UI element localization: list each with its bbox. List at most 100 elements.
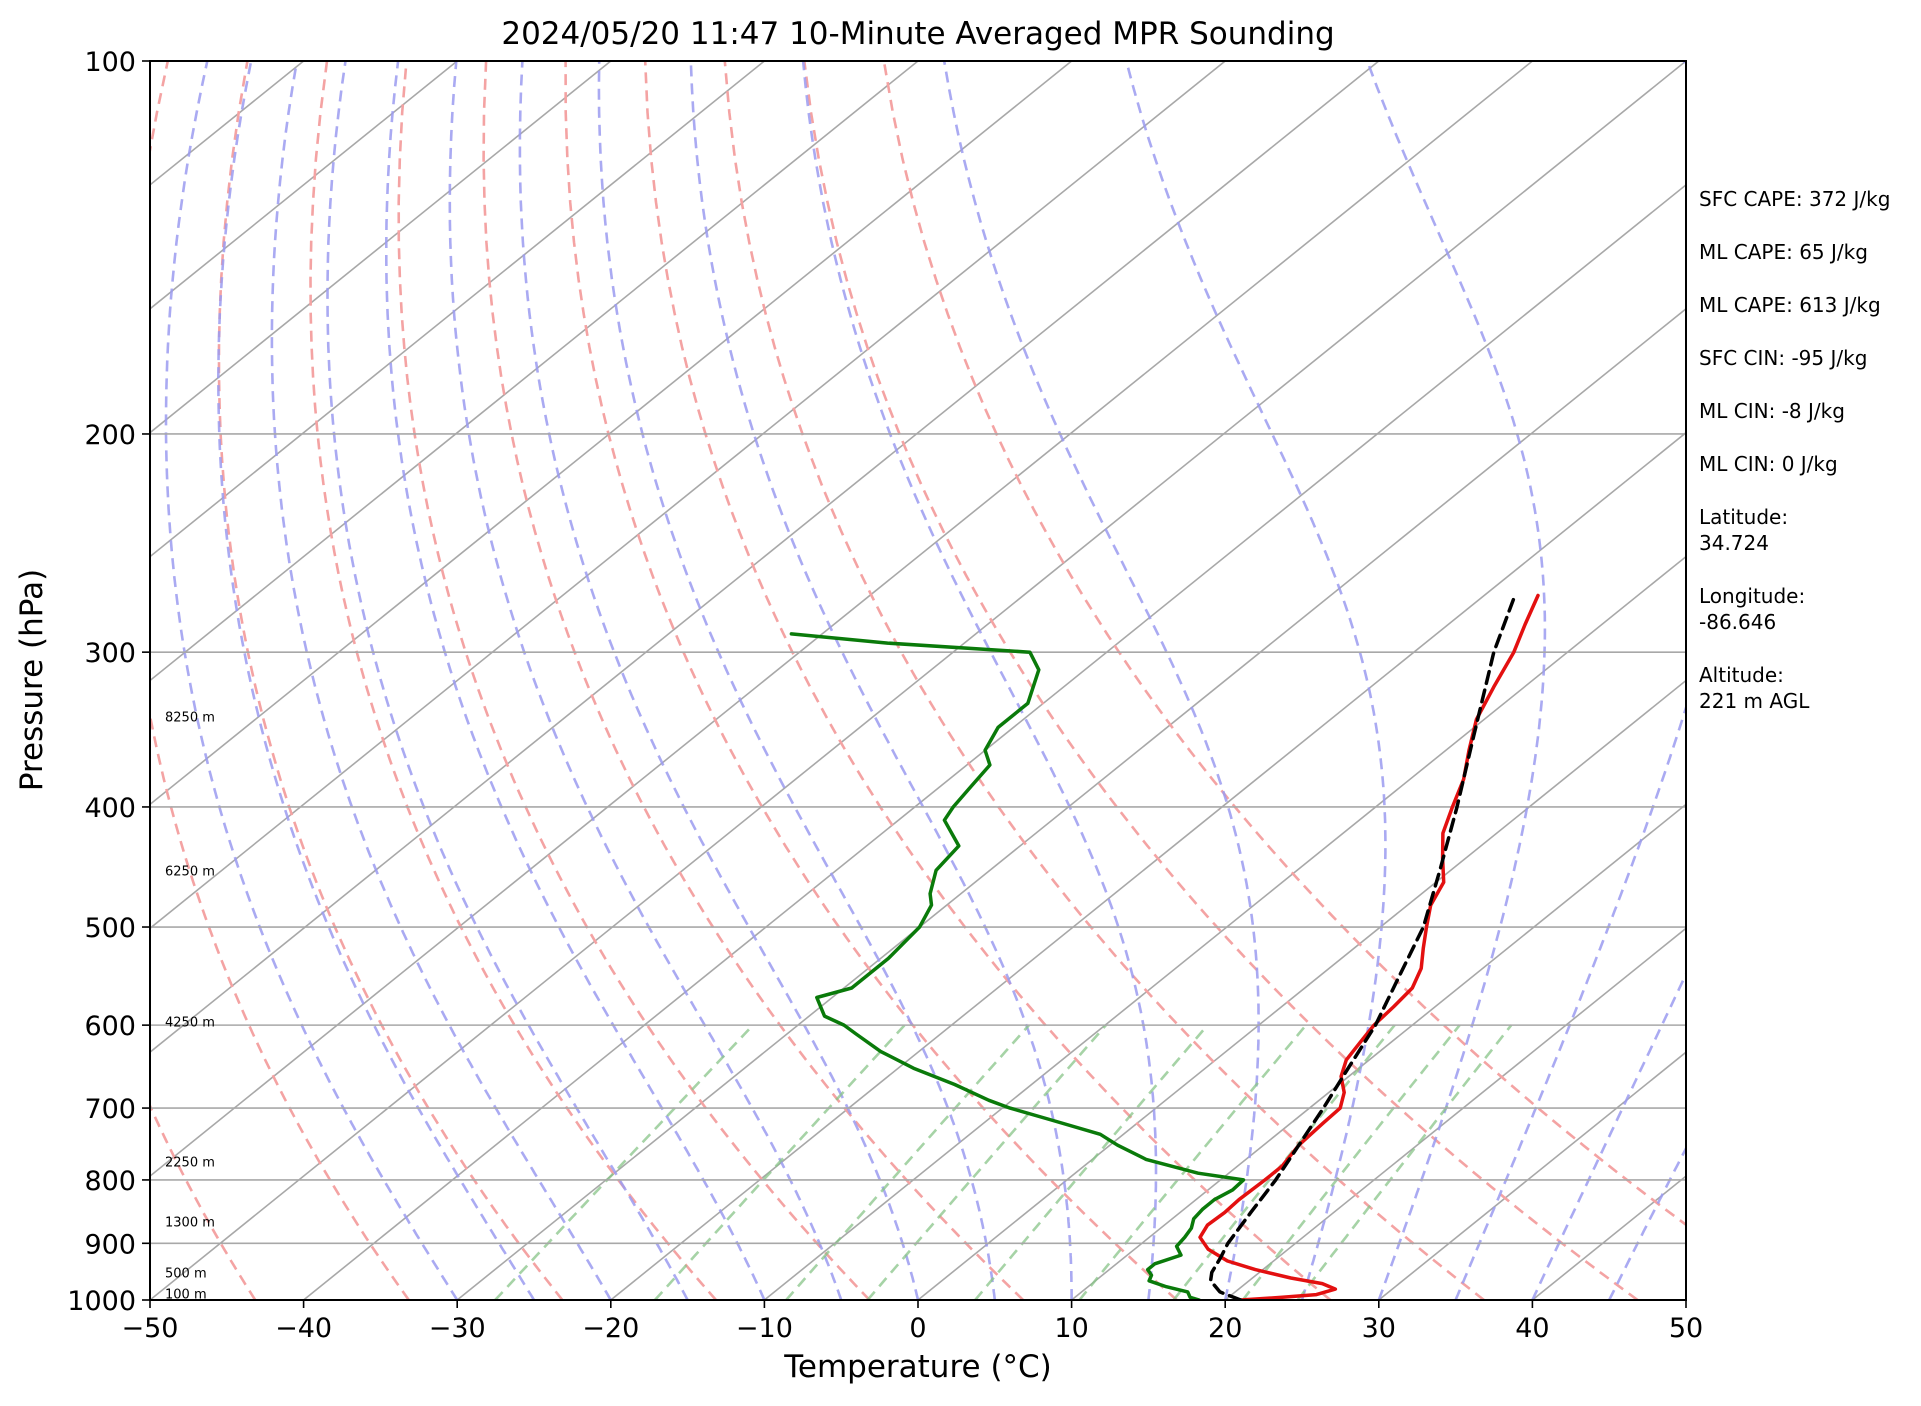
x-tick-label: 30 — [1362, 1313, 1396, 1344]
dry-adiabat-line — [803, 61, 1639, 1300]
moist-adiabat-line — [518, 61, 920, 1300]
isotherm-line — [1378, 1051, 1686, 1300]
parcel-line — [1208, 593, 1517, 1300]
mixing-ratio-line — [1078, 1024, 1307, 1300]
dry-adiabat-line — [564, 61, 1178, 1300]
isotherm-line — [456, 307, 1686, 1300]
mixing-ratio-line — [785, 1024, 1030, 1300]
height-label: 4250 m — [165, 1016, 215, 1031]
parameter-value: -8 J/kg — [1781, 399, 1845, 423]
parameter-value: -86.646 — [1699, 610, 1777, 634]
isotherm-line — [917, 679, 1686, 1300]
parameter-label: Longitude: — [1699, 584, 1806, 608]
isotherm-line — [1071, 803, 1686, 1300]
parameter-entry: Altitude: 221 m AGL — [1699, 662, 1914, 714]
moist-adiabat-line — [326, 61, 689, 1300]
isotherm-line — [150, 61, 1380, 1054]
dry-adiabat-line — [150, 61, 410, 1300]
dry-adiabat-line — [397, 61, 871, 1300]
isotherm-line — [610, 431, 1686, 1300]
parameter-entry: Latitude: 34.724 — [1699, 504, 1914, 556]
x-tick-label: −30 — [429, 1313, 486, 1344]
y-tick-label: 800 — [84, 1166, 136, 1197]
y-tick-label: 700 — [84, 1094, 136, 1125]
x-axis-ticks: −50 −40 −30 −20 −10 0 10 20 30 40 50 — [122, 1300, 1703, 1344]
height-label: 100 m — [165, 1288, 207, 1303]
parameter-entry: Longitude: -86.646 — [1699, 583, 1914, 635]
mixing-ratio-line — [1296, 1024, 1513, 1300]
isotherm-line — [150, 61, 1073, 806]
x-tick-label: −40 — [275, 1313, 332, 1344]
y-tick-label: 1000 — [67, 1286, 136, 1317]
x-tick-label: −10 — [736, 1313, 793, 1344]
background-lines — [150, 61, 1686, 1300]
parameter-label: ML CIN: — [1699, 399, 1776, 423]
x-tick-label: 50 — [1669, 1313, 1703, 1344]
dry-adiabat-line — [309, 61, 717, 1300]
dry-adiabat-line — [643, 61, 1332, 1300]
dry-adiabat-line — [150, 1102, 257, 1300]
height-label: 8250 m — [165, 710, 215, 725]
moist-adiabat-line — [1608, 1145, 1686, 1300]
profile-lines — [789, 593, 1540, 1300]
chart-title: 2024/05/20 11:47 10-Minute Averaged MPR … — [501, 16, 1334, 52]
isotherm-line — [150, 61, 1686, 1300]
height-label: 500 m — [165, 1266, 207, 1281]
isotherm-line — [150, 61, 458, 310]
parameter-entry: SFC CIN: -95 J/kg — [1699, 345, 1914, 371]
parameter-value: 221 m AGL — [1699, 689, 1810, 713]
parameter-label: Latitude: — [1699, 505, 1789, 529]
x-tick-label: −50 — [122, 1313, 179, 1344]
mixing-ratio-line — [866, 1024, 1107, 1300]
parameter-entry: SFC CAPE: 372 J/kg — [1699, 186, 1914, 212]
parameter-entry: ML CAPE: 613 J/kg — [1699, 292, 1914, 318]
isotherm-line — [763, 555, 1686, 1300]
moist-adiabat-line — [164, 61, 459, 1300]
moist-adiabat-line — [597, 61, 997, 1300]
parameter-label: ML CIN: — [1699, 452, 1776, 476]
x-tick-label: 20 — [1208, 1313, 1242, 1344]
parameter-value: 613 J/kg — [1799, 293, 1881, 317]
isotherm-line — [150, 61, 1226, 930]
height-label: 6250 m — [165, 864, 215, 879]
dry-adiabat-line — [723, 61, 1485, 1300]
x-tick-label: 40 — [1515, 1313, 1549, 1344]
dry-adiabat-line — [217, 61, 564, 1300]
parameter-value: -95 J/kg — [1791, 346, 1868, 370]
parameter-value: 372 J/kg — [1808, 187, 1891, 211]
parameter-value: 0 J/kg — [1781, 452, 1838, 476]
moist-adiabat-line — [270, 61, 612, 1300]
y-tick-label: 200 — [84, 420, 136, 451]
moist-adiabat-line — [689, 61, 1073, 1300]
y-tick-label: 400 — [84, 793, 136, 824]
parameter-value: 65 J/kg — [1799, 240, 1868, 264]
parameter-label: ML CAPE: — [1699, 293, 1793, 317]
y-tick-label: 900 — [84, 1229, 136, 1260]
moist-adiabat-line — [1531, 971, 1686, 1300]
parameter-entry: ML CIN: 0 J/kg — [1699, 451, 1914, 477]
parameter-entry: ML CAPE: 65 J/kg — [1699, 239, 1914, 265]
height-label: 1300 m — [165, 1215, 215, 1230]
moist-adiabat-line — [801, 61, 1158, 1300]
mixing-ratio-line — [494, 1024, 754, 1300]
dewpoint-line — [789, 632, 1246, 1300]
x-tick-label: −20 — [582, 1313, 639, 1344]
dry-adiabat-line — [482, 61, 1025, 1300]
x-tick-label: 0 — [909, 1313, 926, 1344]
parameter-entry: ML CIN: -8 J/kg — [1699, 398, 1914, 424]
moist-adiabat-line — [216, 61, 536, 1300]
isotherm-line — [303, 183, 1686, 1300]
moist-adiabat-line — [1365, 61, 1547, 1300]
mixing-ratio-line — [653, 1024, 906, 1300]
parameter-value: 34.724 — [1699, 531, 1769, 555]
y-tick-label: 600 — [84, 1011, 136, 1042]
y-tick-label: 500 — [84, 913, 136, 944]
parameter-label: ML CAPE: — [1699, 240, 1793, 264]
moist-adiabat-line — [942, 61, 1260, 1300]
isotherm-line — [1224, 927, 1686, 1300]
parameter-label: SFC CIN: — [1699, 346, 1786, 370]
moist-adiabat-line — [385, 61, 766, 1300]
y-tick-label: 300 — [84, 638, 136, 669]
y-tick-label: 100 — [84, 47, 136, 78]
